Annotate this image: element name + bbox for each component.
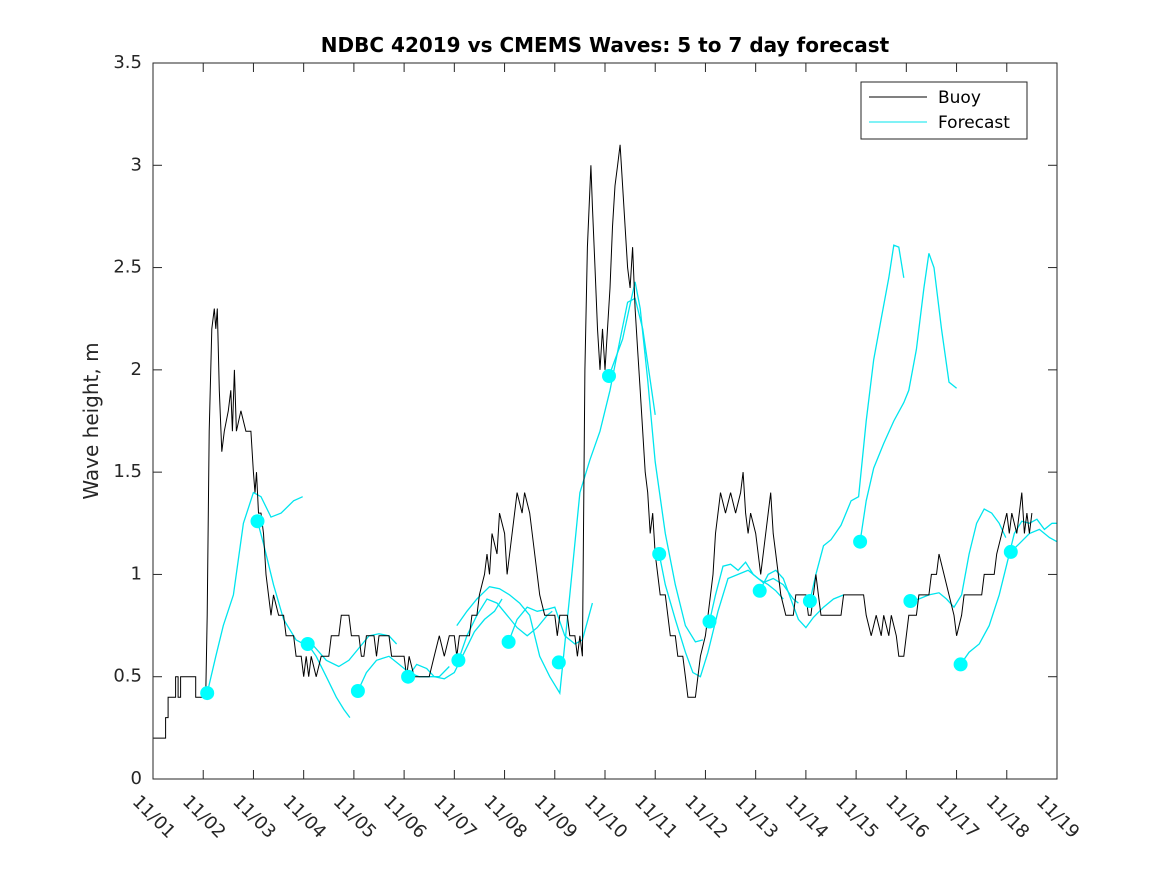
forecast-marker-11 (752, 583, 767, 598)
forecast-line-8 (608, 281, 704, 643)
forecast-line-10 (708, 561, 799, 622)
forecast-line-13 (859, 253, 958, 542)
forecast-marker-6 (501, 634, 516, 649)
y-tick-label-5: 2.5 (113, 257, 142, 278)
forecast-line-15 (960, 518, 1057, 665)
forecast-marker-9 (652, 547, 667, 561)
forecast-marker-13 (853, 534, 868, 549)
forecast-marker-14 (903, 594, 918, 608)
forecast-marker-2 (300, 637, 315, 651)
y-tick-label-2: 1 (131, 563, 142, 584)
y-tick-label-4: 2 (131, 359, 142, 380)
forecast-marker-4 (401, 669, 416, 684)
forecast-marker-5 (451, 653, 466, 668)
y-tick-label-1: 0.5 (113, 666, 142, 687)
series-layer (153, 144, 1058, 739)
forecast-marker-16 (1003, 544, 1018, 559)
legend-forecast-label: Forecast (938, 113, 1010, 133)
y-axis-label: Wave height, m (79, 342, 103, 499)
forecast-line-12 (809, 244, 905, 602)
forecast-marker-0 (200, 686, 215, 701)
forecast-marker-3 (350, 684, 365, 698)
forecast-line-5 (457, 598, 553, 661)
forecast-marker-12 (802, 594, 817, 608)
forecast-line-1 (256, 521, 398, 668)
forecast-line-0 (206, 491, 303, 694)
y-tick-label-6: 3 (131, 154, 142, 175)
forecast-marker-1 (250, 514, 265, 529)
ticks-layer (152, 62, 1058, 780)
legend: Buoy Forecast (860, 81, 1028, 140)
forecast-marker-10 (702, 614, 717, 629)
forecast-line-9 (658, 553, 784, 678)
y-tick-label-7: 3.5 (113, 52, 142, 73)
forecast-marker-7 (551, 655, 566, 670)
forecast-line-16 (1010, 528, 1058, 553)
forecast-line-11 (759, 569, 844, 629)
forecast-line-4 (407, 598, 503, 680)
legend-box (860, 81, 1028, 140)
y-tick-label-3: 1.5 (113, 461, 142, 482)
y-tick-label-0: 0 (131, 768, 142, 789)
buoy-line (153, 144, 1033, 739)
plot-area (153, 63, 1057, 779)
legend-buoy-label: Buoy (938, 88, 981, 108)
forecast-line-2 (307, 643, 351, 718)
forecast-marker-15 (953, 657, 968, 672)
forecast-marker-8 (602, 369, 616, 383)
chart-title: NDBC 42019 vs CMEMS Waves: 5 to 7 day fo… (321, 33, 890, 57)
